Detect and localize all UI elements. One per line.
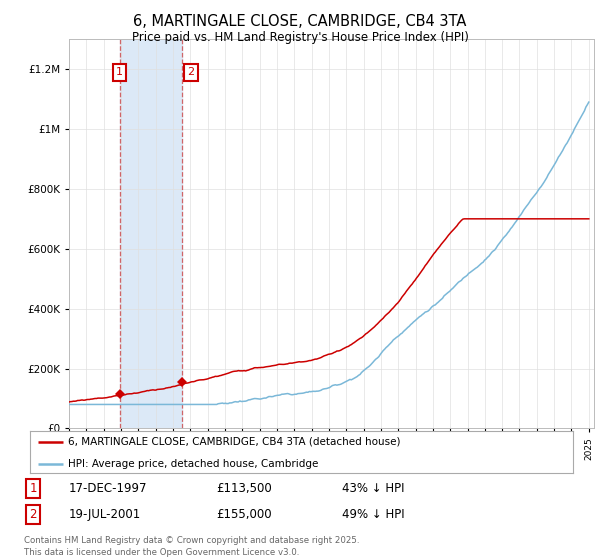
Text: Contains HM Land Registry data © Crown copyright and database right 2025.
This d: Contains HM Land Registry data © Crown c… [24, 536, 359, 557]
Text: 19-JUL-2001: 19-JUL-2001 [69, 507, 141, 521]
Text: 43% ↓ HPI: 43% ↓ HPI [342, 482, 404, 496]
Text: 2: 2 [29, 507, 37, 521]
Text: HPI: Average price, detached house, Cambridge: HPI: Average price, detached house, Camb… [68, 459, 319, 469]
Text: 1: 1 [116, 67, 123, 77]
Text: 6, MARTINGALE CLOSE, CAMBRIDGE, CB4 3TA: 6, MARTINGALE CLOSE, CAMBRIDGE, CB4 3TA [133, 14, 467, 29]
Text: 49% ↓ HPI: 49% ↓ HPI [342, 507, 404, 521]
Bar [120, 39, 182, 428]
Text: £113,500: £113,500 [216, 482, 272, 496]
Text: 6, MARTINGALE CLOSE, CAMBRIDGE, CB4 3TA (detached house): 6, MARTINGALE CLOSE, CAMBRIDGE, CB4 3TA … [68, 437, 401, 447]
Text: Price paid vs. HM Land Registry's House Price Index (HPI): Price paid vs. HM Land Registry's House … [131, 31, 469, 44]
Text: 2: 2 [188, 67, 195, 77]
Text: 1: 1 [29, 482, 37, 496]
Text: 17-DEC-1997: 17-DEC-1997 [69, 482, 148, 496]
Text: £155,000: £155,000 [216, 507, 272, 521]
